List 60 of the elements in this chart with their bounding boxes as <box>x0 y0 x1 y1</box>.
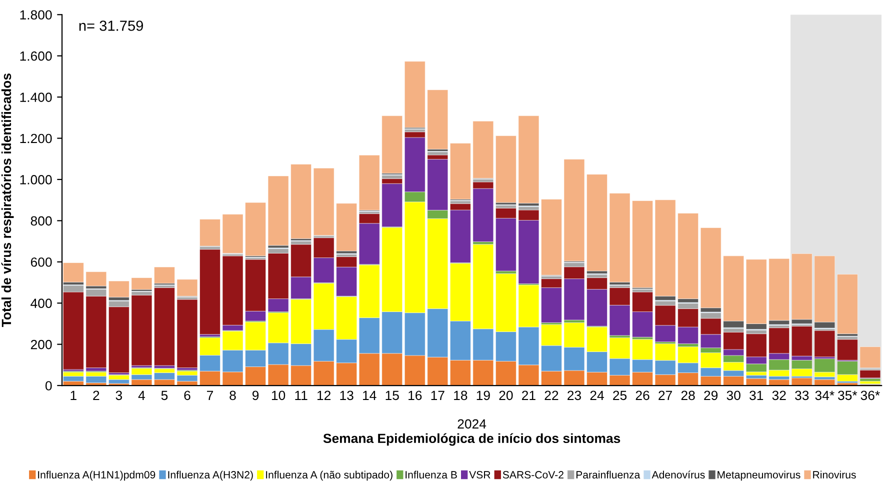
legend-label: Influenza A(H1N1)pdm09 <box>38 470 156 481</box>
x-tick-label: 30 <box>726 390 740 400</box>
x-tick-label: 1 <box>70 390 76 400</box>
y-tick-label: 600 <box>30 257 52 267</box>
y-tick-label: 1.600 <box>20 51 52 61</box>
x-tick-label: 31 <box>750 390 764 400</box>
legend-label: SARS-CoV-2 <box>502 471 564 479</box>
x-tick-label: 7 <box>207 390 213 400</box>
x-tick-label: 35* <box>838 390 858 400</box>
x-tick-label: 25 <box>613 390 627 400</box>
x-tick-label: 23 <box>568 390 581 400</box>
x-tick-label: 29 <box>704 390 718 400</box>
x-tick-label: 12 <box>317 390 330 400</box>
x-axis-title: Semana Epidemiológica de início dos sintomas <box>323 433 620 446</box>
x-tick-label: 5 <box>161 390 168 400</box>
legend-label: Influenza B <box>406 470 457 479</box>
y-tick-label: 800 <box>30 216 52 226</box>
x-tick-label: 3 <box>116 390 122 400</box>
x-tick-label: 22 <box>544 390 558 400</box>
x-tick-label: 24 <box>590 390 604 400</box>
x-tick-label: 21 <box>522 390 536 400</box>
x-tick-label: 27 <box>658 390 672 400</box>
x-tick-label: 34* <box>815 390 834 400</box>
x-tick-label: 9 <box>252 390 259 400</box>
legend-label: VSR <box>469 471 490 479</box>
x-tick-label: 10 <box>272 390 286 400</box>
y-tick-label: 0 <box>45 381 52 390</box>
x-tick-label: 26 <box>636 390 650 400</box>
x-tick-label: 20 <box>499 390 513 400</box>
y-tick-label: 1.200 <box>20 134 52 144</box>
y-tick-label: 400 <box>30 298 52 308</box>
legend-label: Parainfluenza <box>576 470 640 479</box>
annotation: n= 31.759 <box>79 20 144 31</box>
x-tick-label: 19 <box>476 390 490 400</box>
x-tick-label: 4 <box>138 390 145 400</box>
x-tick-label: 8 <box>230 390 236 400</box>
y-tick-label: 1.800 <box>20 10 52 20</box>
x-tick-label: 17 <box>431 390 444 400</box>
y-tick-label: 1.400 <box>20 92 52 102</box>
y-tick-label: 200 <box>30 340 52 350</box>
x-tick-label: 6 <box>184 390 190 400</box>
legend-label: Metapneumovirus <box>718 470 800 481</box>
y-axis-title: Total de vírus respiratórios identificados <box>1 74 14 328</box>
legend-label: Influenza A (não subtipado) <box>266 470 392 481</box>
x-tick-label: 28 <box>681 390 695 400</box>
x-tick-label: 32 <box>772 390 786 400</box>
x-tick-label: 16 <box>408 390 422 400</box>
y-tick-label: 1.000 <box>20 175 52 184</box>
x-tick-label: 14 <box>363 390 376 400</box>
x-tick-label: 36* <box>860 390 880 400</box>
text: 2024 <box>458 419 486 429</box>
x-tick-label: 2 <box>93 390 100 400</box>
x-tick-label: 33 <box>795 390 809 400</box>
x-tick-label: 11 <box>295 390 308 400</box>
x-tick-label: 18 <box>454 390 468 400</box>
x-tick-label: 13 <box>340 390 354 400</box>
legend-label: Adenovírus <box>652 470 705 479</box>
x-tick-label: 15 <box>386 390 399 400</box>
legend-label: Influenza A(H3N2) <box>168 470 253 481</box>
legend-label: Rinovirus <box>813 470 856 479</box>
